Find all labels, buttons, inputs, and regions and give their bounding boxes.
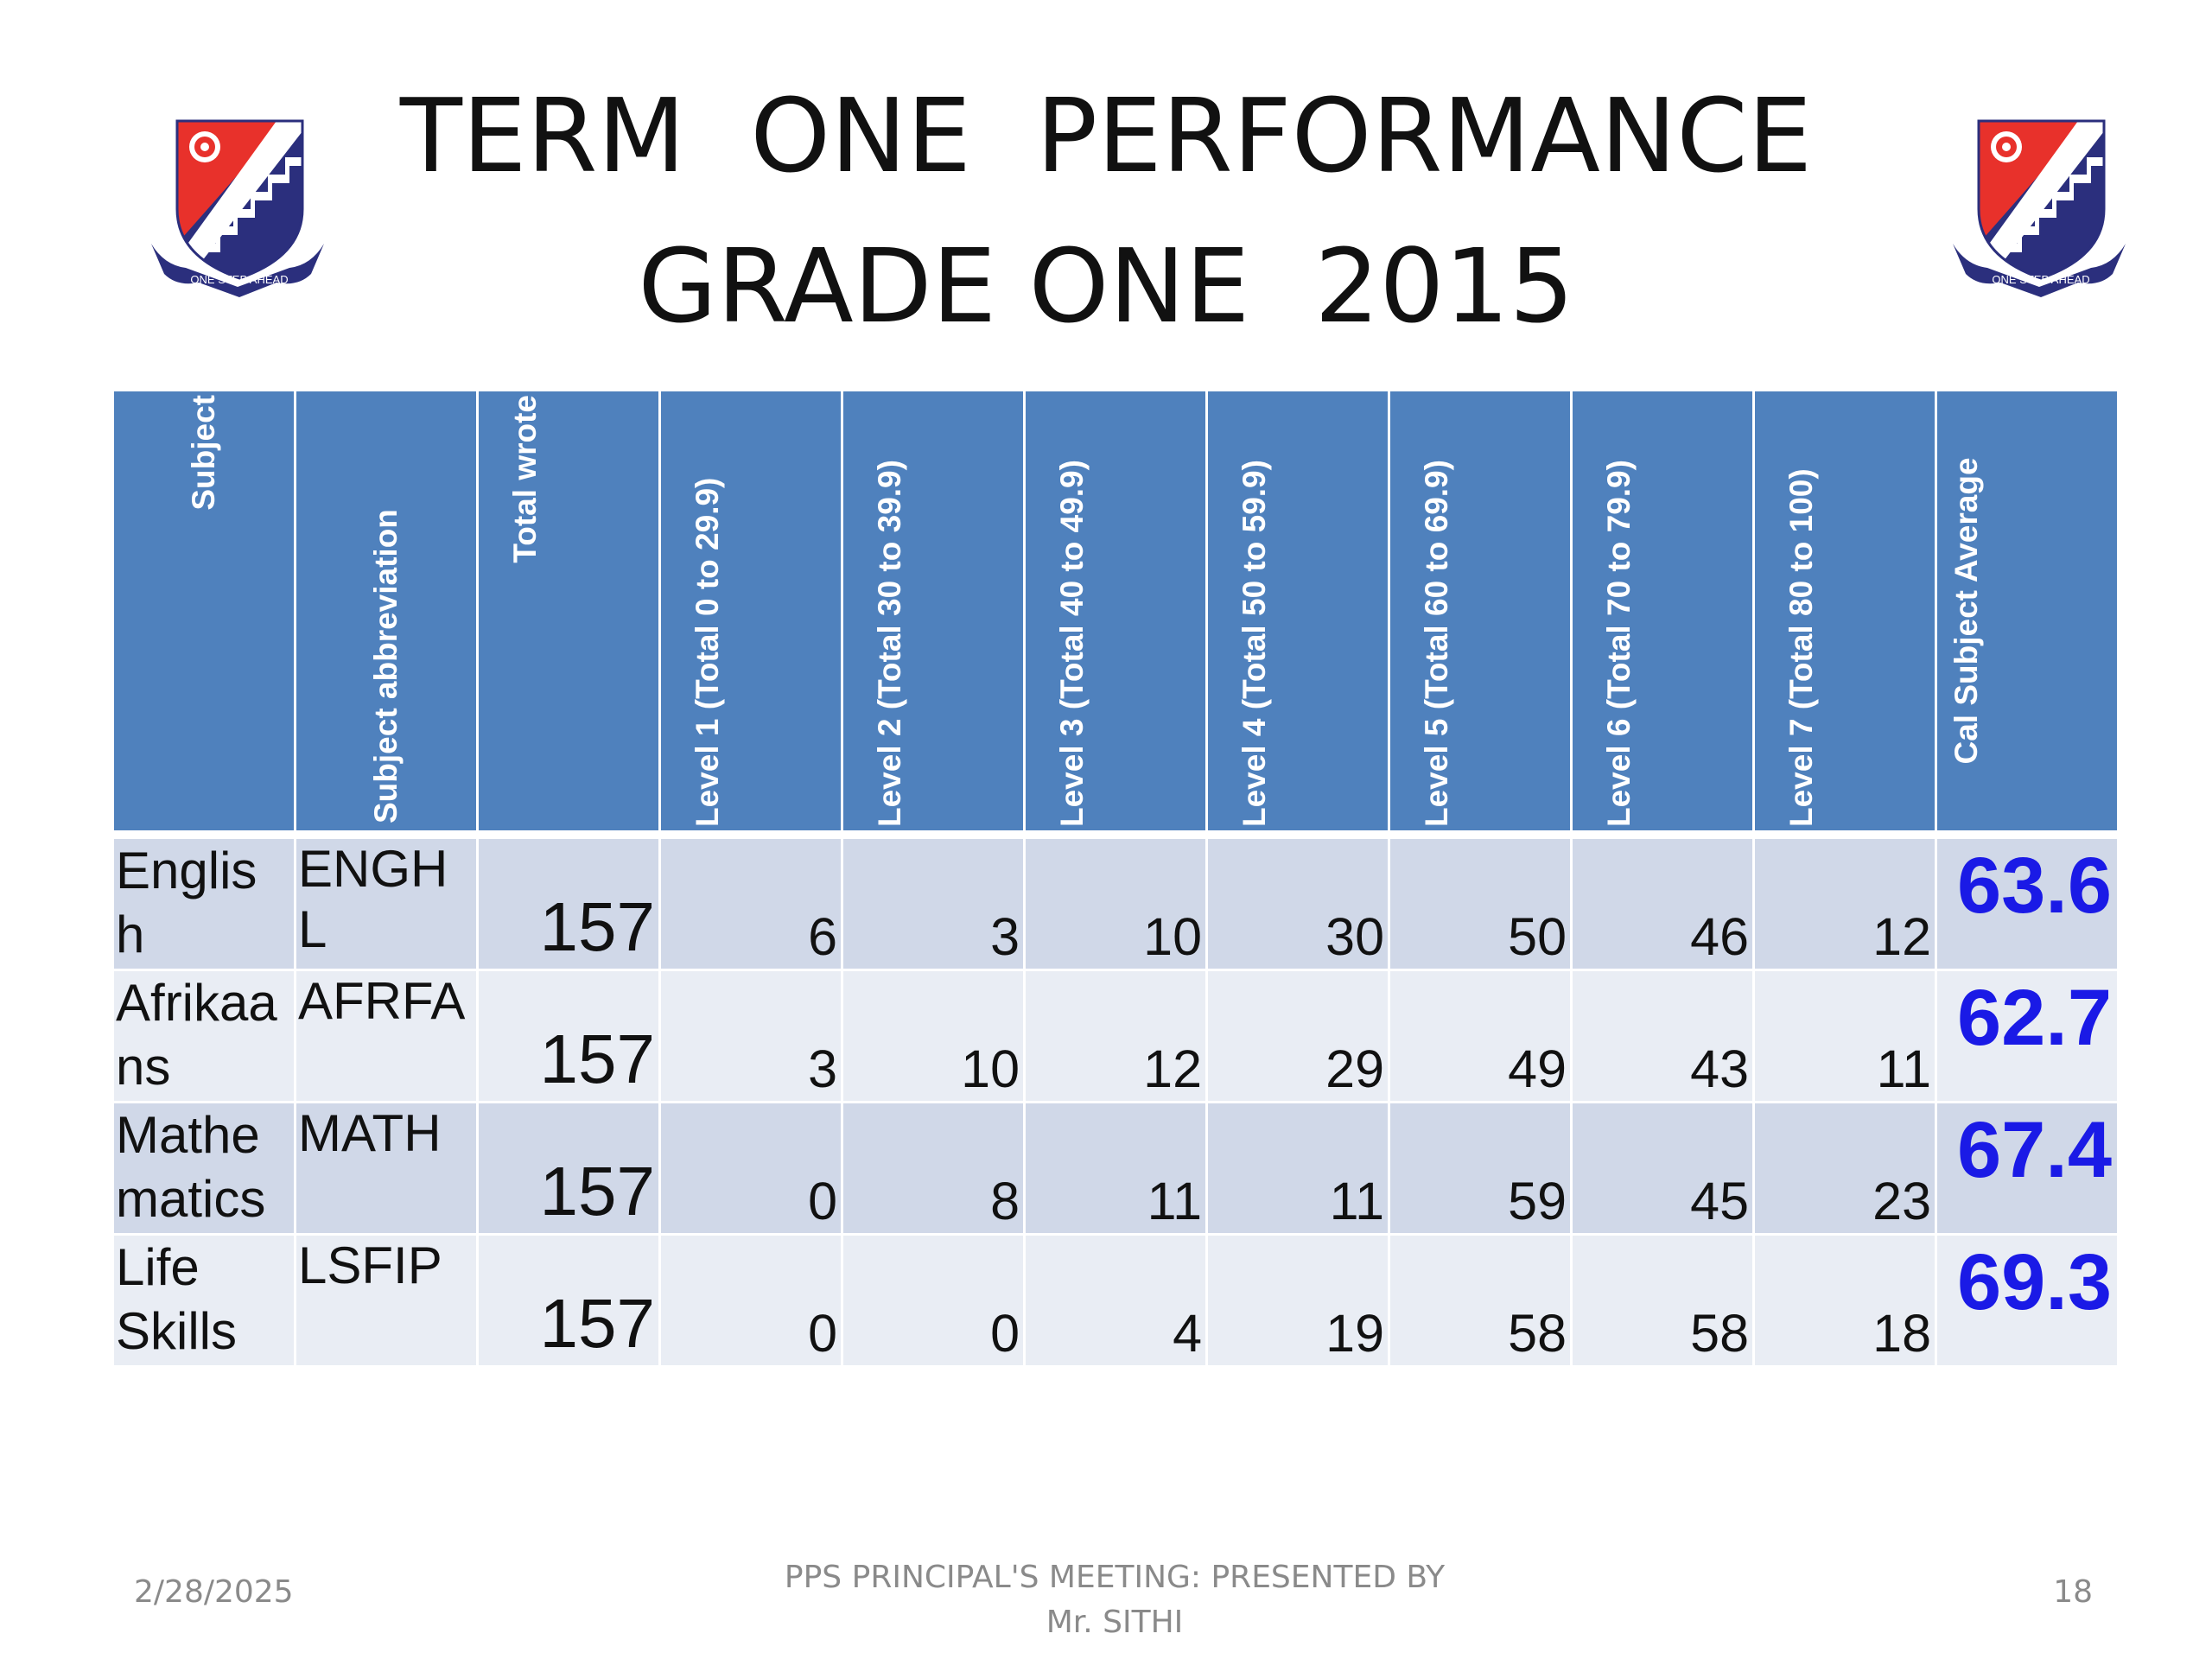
header-level6: Level 6 (Total 70 to 79.9) (1570, 389, 1755, 836)
level4-cell: 19 (1205, 1233, 1390, 1368)
abbreviation-cell: MATH (294, 1101, 479, 1236)
header-level4-label: Level 4 (Total 50 to 59.9) (1236, 460, 1272, 827)
total-wrote-cell: 157 (476, 1233, 661, 1368)
footer-date: 2/28/2025 (134, 1574, 294, 1610)
subject-cell: Life Skills (111, 1233, 296, 1368)
average-cell: 62.7 (1935, 969, 2120, 1103)
footer-presenter: PPS PRINCIPAL'S MEETING: PRESENTED BY Mr… (760, 1555, 1469, 1645)
subject-cell: Englis h (111, 830, 296, 971)
header-total-wrote: Total wrote (476, 389, 661, 836)
table-row: Englis h ENGH L 157 6 3 10 30 50 46 12 63.… (111, 830, 2120, 971)
level7-cell: 23 (1752, 1101, 1937, 1236)
header-level4: Level 4 (Total 50 to 59.9) (1205, 389, 1390, 836)
header-subject: Subject (111, 389, 296, 836)
level7-cell: 18 (1752, 1233, 1937, 1368)
abbreviation-cell: AFRFA (294, 969, 479, 1103)
level3-cell: 10 (1023, 830, 1208, 971)
average-cell: 63.6 (1935, 830, 2120, 971)
header-level3-label: Level 3 (Total 40 to 49.9) (1054, 460, 1090, 827)
table-row: Afrikaa ns AFRFA 157 3 10 12 29 49 43 11 … (111, 969, 2120, 1103)
abbr-line1: ENGH (298, 840, 448, 898)
school-crest-logo-left: ONE STEP AHEAD (151, 119, 324, 297)
level1-cell: 0 (658, 1233, 843, 1368)
average-cell: 69.3 (1935, 1233, 2120, 1368)
footer-page-number: 18 (2053, 1574, 2093, 1610)
header-level1-label: Level 1 (Total 0 to 29.9) (690, 477, 725, 827)
total-wrote-cell: 157 (476, 1101, 661, 1236)
subject-line2: matics (116, 1170, 266, 1228)
header-level5-label: Level 5 (Total 60 to 69.9) (1419, 460, 1454, 827)
subject-line1: Englis (116, 842, 257, 899)
table-header-row: Subject Subject abbreviation Total wrote… (111, 389, 2120, 836)
abbreviation-cell: LSFIP (294, 1233, 479, 1368)
header-subject-label: Subject (186, 395, 221, 511)
level4-cell: 11 (1205, 1101, 1390, 1236)
level3-cell: 11 (1023, 1101, 1208, 1236)
slide-title-line2: GRADE ONE 2015 (638, 226, 1574, 346)
subject-cell: Mathe matics (111, 1101, 296, 1236)
header-abbreviation-label: Subject abbreviation (368, 509, 404, 823)
level7-cell: 12 (1752, 830, 1937, 971)
level6-cell: 45 (1570, 1101, 1755, 1236)
subject-line2: ns (116, 1038, 171, 1096)
abbr-line1: LSFIP (298, 1236, 442, 1295)
subject-line1: Mathe (116, 1106, 260, 1164)
level7-cell: 11 (1752, 969, 1937, 1103)
table-row: Mathe matics MATH 157 0 8 11 11 59 45 23 … (111, 1101, 2120, 1236)
subject-line2: Skills (116, 1302, 238, 1360)
header-average-label: Cal Subject Average (1948, 457, 1984, 765)
school-crest-logo-right: ONE STEP AHEAD (1953, 119, 2126, 297)
logo-motto-text: ONE STEP AHEAD (1992, 273, 2089, 286)
abbr-line1: AFRFA (298, 972, 466, 1031)
logo-motto-text: ONE STEP AHEAD (190, 273, 288, 286)
level2-cell: 10 (841, 969, 1026, 1103)
table-row: Life Skills LSFIP 157 0 0 4 19 58 58 18 6… (111, 1233, 2120, 1368)
level2-cell: 3 (841, 830, 1026, 971)
level2-cell: 0 (841, 1233, 1026, 1368)
level6-cell: 43 (1570, 969, 1755, 1103)
slide-title-line1: TERM ONE PERFORMANCE (399, 76, 1813, 195)
level1-cell: 6 (658, 830, 843, 971)
header-level3: Level 3 (Total 40 to 49.9) (1023, 389, 1208, 836)
level3-cell: 4 (1023, 1233, 1208, 1368)
footer-presenter-line2: Mr. SITHI (1046, 1605, 1184, 1640)
header-level1: Level 1 (Total 0 to 29.9) (658, 389, 843, 836)
level6-cell: 46 (1570, 830, 1755, 971)
level4-cell: 30 (1205, 830, 1390, 971)
abbr-line2: L (298, 900, 327, 958)
header-level7-label: Level 7 (Total 80 to 100) (1783, 468, 1819, 827)
subject-line1: Life (116, 1238, 200, 1296)
average-cell: 67.4 (1935, 1101, 2120, 1236)
header-abbreviation: Subject abbreviation (294, 389, 479, 836)
level5-cell: 50 (1388, 830, 1573, 971)
level4-cell: 29 (1205, 969, 1390, 1103)
subject-line1: Afrikaa (116, 974, 277, 1032)
total-wrote-cell: 157 (476, 969, 661, 1103)
subject-line2: h (116, 906, 145, 963)
level1-cell: 3 (658, 969, 843, 1103)
abbreviation-cell: ENGH L (294, 830, 479, 971)
header-level6-label: Level 6 (Total 70 to 79.9) (1601, 460, 1637, 827)
level2-cell: 8 (841, 1101, 1026, 1236)
abbr-line1: MATH (298, 1104, 442, 1163)
level5-cell: 59 (1388, 1101, 1573, 1236)
header-level2: Level 2 (Total 30 to 39.9) (841, 389, 1026, 836)
header-level7: Level 7 (Total 80 to 100) (1752, 389, 1937, 836)
performance-table: Subject Subject abbreviation Total wrote… (111, 389, 2120, 1368)
level1-cell: 0 (658, 1101, 843, 1236)
level6-cell: 58 (1570, 1233, 1755, 1368)
level5-cell: 58 (1388, 1233, 1573, 1368)
header-level5: Level 5 (Total 60 to 69.9) (1388, 389, 1573, 836)
subject-cell: Afrikaa ns (111, 969, 296, 1103)
footer-presenter-line1: PPS PRINCIPAL'S MEETING: PRESENTED BY (784, 1560, 1446, 1595)
header-total-wrote-label: Total wrote (507, 395, 543, 563)
header-level2-label: Level 2 (Total 30 to 39.9) (872, 460, 907, 827)
level5-cell: 49 (1388, 969, 1573, 1103)
header-average: Cal Subject Average (1935, 389, 2120, 836)
level3-cell: 12 (1023, 969, 1208, 1103)
total-wrote-cell: 157 (476, 830, 661, 971)
